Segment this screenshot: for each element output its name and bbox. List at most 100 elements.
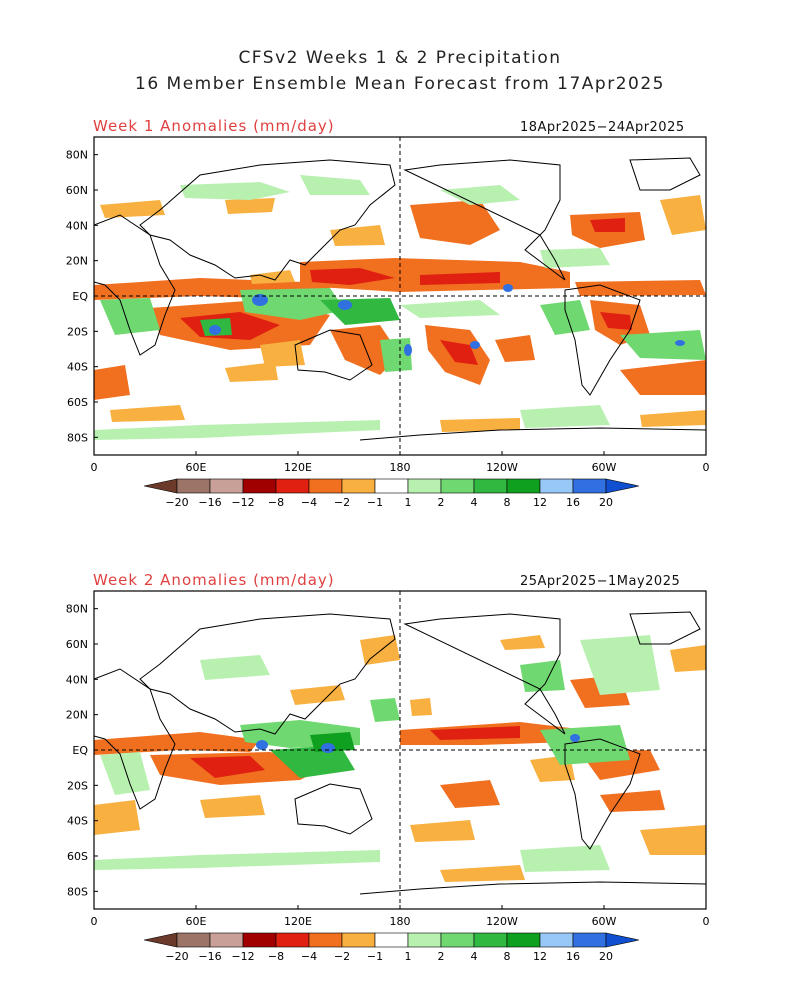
colorbar-swatch	[506, 478, 541, 494]
colorbar-arrow-left	[143, 478, 178, 494]
colorbar-label: 20	[599, 950, 613, 963]
colorbar-label: −8	[268, 950, 284, 963]
lat-label: 40S	[67, 815, 88, 828]
colorbar-swatch	[473, 478, 508, 494]
week1-panel-label: Week 1 Anomalies (mm/day)	[93, 117, 335, 135]
colorbars: −20 −16 −12 −8 −4 −2 −1 1 2 4 8 12 16 20−20 −16 −12 −8 −4…	[143, 478, 640, 963]
colorbar-swatch	[407, 478, 442, 494]
lat-label: 40N	[66, 673, 88, 686]
colorbar-label: 4	[471, 496, 478, 509]
lat-label: 20S	[67, 779, 88, 792]
colorbar-label: −16	[198, 950, 221, 963]
colorbar-swatch	[209, 478, 244, 494]
lon-label: 120W	[486, 915, 518, 928]
colorbar-swatch	[176, 478, 211, 494]
colorbar-label: −2	[334, 950, 350, 963]
week2-date-range: 25Apr2025−1May2025	[520, 574, 681, 589]
colorbar-swatch	[506, 932, 541, 948]
colorbar-label: 12	[533, 496, 547, 509]
lon-label: 120E	[284, 915, 312, 928]
lon-label: 180	[390, 915, 411, 928]
week1-anomaly-fields	[94, 175, 706, 440]
colorbar-swatch	[572, 932, 607, 948]
lon-label: 0	[703, 461, 710, 474]
lat-label: EQ	[72, 744, 88, 757]
colorbar-label: −1	[367, 950, 383, 963]
lon-label: 60W	[592, 461, 617, 474]
colorbar-swatch	[209, 932, 244, 948]
lat-label: EQ	[72, 290, 88, 303]
colorbar-swatch	[374, 478, 409, 494]
lon-label: 120W	[486, 461, 518, 474]
colorbar-swatch	[275, 478, 310, 494]
colorbar-label: 1	[405, 496, 412, 509]
colorbar-label: −12	[231, 950, 254, 963]
lat-label: 40N	[66, 219, 88, 232]
colorbar-swatch	[308, 478, 343, 494]
title-line-1: CFSv2 Weeks 1 & 2 Precipitation	[238, 48, 562, 68]
colorbar-label: 12	[533, 950, 547, 963]
week2-anomaly-fields	[94, 635, 706, 882]
lon-label: 60W	[592, 915, 617, 928]
colorbar-arrow-left	[143, 932, 178, 948]
lat-label: 80N	[66, 603, 88, 616]
colorbar-label: 16	[566, 950, 580, 963]
lon-label: 0	[91, 461, 98, 474]
colorbar-label: −20	[165, 950, 188, 963]
lat-label: 60N	[66, 638, 88, 651]
colorbar-swatch	[242, 478, 277, 494]
colorbar-label: 8	[504, 496, 511, 509]
colorbar-swatch	[176, 932, 211, 948]
lat-label: 60S	[67, 396, 88, 409]
colorbar-swatch	[572, 478, 607, 494]
week2-panel-label: Week 2 Anomalies (mm/day)	[93, 571, 335, 589]
lat-label: 20N	[66, 709, 88, 722]
colorbar-swatch	[539, 932, 574, 948]
colorbar-swatch	[341, 932, 376, 948]
colorbar-label: 16	[566, 496, 580, 509]
lat-label: 60S	[67, 850, 88, 863]
colorbar-label: −16	[198, 496, 221, 509]
lat-label: 20S	[67, 325, 88, 338]
colorbar-arrow-right	[605, 932, 640, 948]
colorbar-label: 8	[504, 950, 511, 963]
colorbar-swatch	[341, 478, 376, 494]
lat-label: 20N	[66, 255, 88, 268]
lon-label: 0	[703, 915, 710, 928]
colorbar-swatch	[374, 932, 409, 948]
lat-label: 80N	[66, 149, 88, 162]
colorbar-label: 4	[471, 950, 478, 963]
colorbar-label: 2	[438, 950, 445, 963]
lat-label: 60N	[66, 184, 88, 197]
lon-label: 60E	[186, 915, 207, 928]
colorbar-swatch	[407, 932, 442, 948]
lon-label: 0	[91, 915, 98, 928]
colorbar-label: −20	[165, 496, 188, 509]
week1-coastlines	[94, 157, 706, 441]
colorbar-label: 2	[438, 496, 445, 509]
colorbar-swatch	[275, 932, 310, 948]
lat-label: 40S	[67, 361, 88, 374]
colorbar-swatch	[473, 932, 508, 948]
lon-label: 180	[390, 461, 411, 474]
colorbar-swatch	[440, 932, 475, 948]
colorbar-label: −1	[367, 496, 383, 509]
week2-map	[93, 590, 707, 910]
lat-label: 80S	[67, 431, 88, 444]
lon-label: 120E	[284, 461, 312, 474]
week2-coastlines	[94, 611, 706, 895]
lon-label: 60E	[186, 461, 207, 474]
colorbar-swatch	[242, 932, 277, 948]
lat-label: 80S	[67, 885, 88, 898]
colorbar-label: −8	[268, 496, 284, 509]
colorbar-label: −12	[231, 496, 254, 509]
colorbar-label: 20	[599, 496, 613, 509]
colorbar-swatch	[308, 932, 343, 948]
colorbar-swatch	[440, 478, 475, 494]
colorbar-label: −4	[301, 950, 317, 963]
colorbar-label: −4	[301, 496, 317, 509]
week1-map	[93, 136, 707, 456]
colorbar-label: −2	[334, 496, 350, 509]
